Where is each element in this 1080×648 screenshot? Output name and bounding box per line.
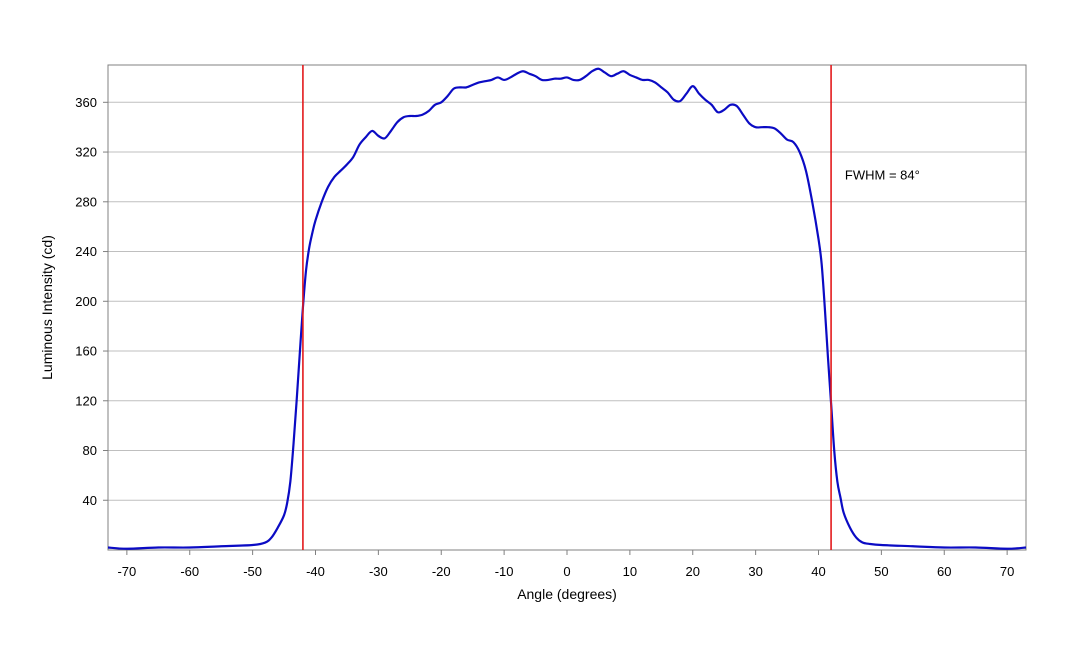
x-tick-label: 50 bbox=[874, 564, 888, 579]
x-tick-label: -20 bbox=[432, 564, 451, 579]
y-tick-label: 200 bbox=[75, 294, 97, 309]
x-tick-label: -60 bbox=[180, 564, 199, 579]
y-axis-ticks: 40 80 120 160 200 240 280 320 360 bbox=[75, 95, 108, 508]
x-tick-label: -40 bbox=[306, 564, 325, 579]
x-axis-label: Angle (degrees) bbox=[517, 586, 617, 602]
series-line bbox=[107, 67, 1027, 550]
x-tick-label: -50 bbox=[243, 564, 262, 579]
y-axis-label: Luminous Intensity (cd) bbox=[39, 235, 55, 380]
y-tick-label: 40 bbox=[83, 493, 97, 508]
y-tick-label: 360 bbox=[75, 95, 97, 110]
y-tick-label: 320 bbox=[75, 145, 97, 160]
x-tick-label: -10 bbox=[495, 564, 514, 579]
x-tick-label: 20 bbox=[686, 564, 700, 579]
y-tick-label: 120 bbox=[75, 393, 97, 408]
x-tick-label: 30 bbox=[748, 564, 762, 579]
x-tick-label: -70 bbox=[117, 564, 136, 579]
x-tick-label: 40 bbox=[811, 564, 825, 579]
fwhm-annotation: FWHM = 84° bbox=[845, 167, 920, 182]
x-tick-label: -30 bbox=[369, 564, 388, 579]
grid-lines bbox=[108, 101, 1026, 501]
y-tick-label: 80 bbox=[83, 443, 97, 458]
y-tick-label: 160 bbox=[75, 344, 97, 359]
x-tick-label: 0 bbox=[563, 564, 570, 579]
y-tick-label: 280 bbox=[75, 194, 97, 209]
reference-lines bbox=[302, 65, 832, 550]
annotations: FWHM = 84° bbox=[845, 167, 920, 182]
series-group bbox=[107, 67, 1027, 550]
y-tick-label: 240 bbox=[75, 244, 97, 259]
x-tick-label: 70 bbox=[1000, 564, 1014, 579]
x-tick-label: 10 bbox=[623, 564, 637, 579]
x-axis-ticks: -70 -60 -50 -40 -30 -20 -10 0 10 20 30 40 50 60 70 bbox=[117, 550, 1014, 579]
x-tick-label: 60 bbox=[937, 564, 951, 579]
